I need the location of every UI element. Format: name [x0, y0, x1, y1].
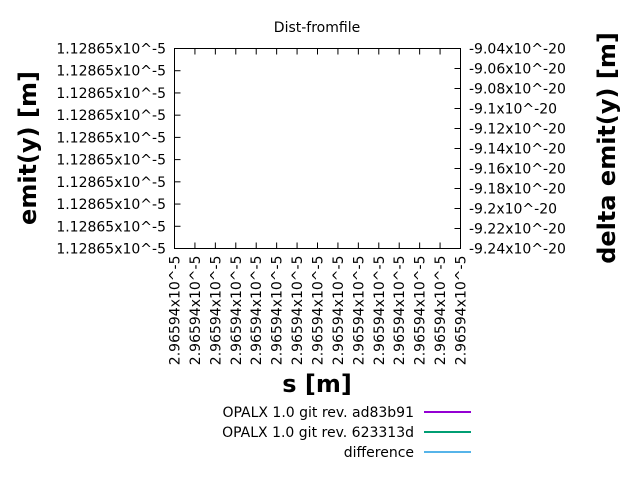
- legend-label: OPALX 1.0 git rev. ad83b91: [222, 405, 414, 421]
- y-tick-label: 1.12865x10^-5: [56, 153, 166, 169]
- legend-label: OPALX 1.0 git rev. 623313d: [222, 425, 414, 441]
- plot-area: [174, 48, 461, 249]
- y-tick-label: 1.12865x10^-5: [56, 197, 166, 213]
- x-tick-label: 2.96594x10^-5: [270, 256, 286, 366]
- x-tick-label: 2.96594x10^-5: [188, 256, 204, 366]
- x-tick-label: 2.96594x10^-5: [331, 256, 347, 366]
- y-axis-label: emit(y) [m]: [14, 71, 42, 225]
- x-tick-label: 2.96594x10^-5: [290, 256, 306, 366]
- y2-tick-label: -9.22x10^-20: [469, 222, 566, 238]
- y-tick-label: 1.12865x10^-5: [56, 86, 166, 102]
- x-tick-label: 2.96594x10^-5: [311, 256, 327, 366]
- x-tick-label: 2.96594x10^-5: [392, 256, 408, 366]
- chart-title: Dist-fromfile: [274, 20, 360, 36]
- x-tick-label: 2.96594x10^-5: [454, 256, 470, 366]
- x-tick-label: 2.96594x10^-5: [168, 256, 184, 366]
- y2-tick-label: -9.1x10^-20: [469, 102, 557, 118]
- y2-axis-label: delta emit(y) [m]: [593, 32, 621, 264]
- x-tick-label: 2.96594x10^-5: [351, 256, 367, 366]
- x-tick-label: 2.96594x10^-5: [249, 256, 265, 366]
- y-tick-label: 1.12865x10^-5: [56, 64, 166, 80]
- y-tick-label: 1.12865x10^-5: [56, 130, 166, 146]
- y2-tick-label: -9.04x10^-20: [469, 42, 566, 58]
- y2-tick-label: -9.2x10^-20: [469, 202, 557, 218]
- x-tick-label: 2.96594x10^-5: [229, 256, 245, 366]
- x-tick-label: 2.96594x10^-5: [208, 256, 224, 366]
- y-tick-label: 1.12865x10^-5: [56, 108, 166, 124]
- x-tick-label: 2.96594x10^-5: [433, 256, 449, 366]
- x-tick-label: 2.96594x10^-5: [413, 256, 429, 366]
- y2-tick-label: -9.08x10^-20: [469, 82, 566, 98]
- y2-tick-label: -9.18x10^-20: [469, 182, 566, 198]
- x-axis-label: s [m]: [282, 370, 352, 398]
- y-tick-label: 1.12865x10^-5: [56, 242, 166, 258]
- y2-tick-label: -9.24x10^-20: [469, 242, 566, 258]
- y-tick-label: 1.12865x10^-5: [56, 219, 166, 235]
- y-tick-label: 1.12865x10^-5: [56, 175, 166, 191]
- y2-tick-label: -9.16x10^-20: [469, 162, 566, 178]
- legend: OPALX 1.0 git rev. ad83b91 OPALX 1.0 git …: [222, 405, 471, 461]
- y2-tick-label: -9.14x10^-20: [469, 142, 566, 158]
- legend-label: difference: [344, 445, 414, 461]
- y-tick-label: 1.12865x10^-5: [56, 42, 166, 58]
- y2-tick-label: -9.12x10^-20: [469, 122, 566, 138]
- y2-tick-label: -9.06x10^-20: [469, 62, 566, 78]
- x-tick-label: 2.96594x10^-5: [372, 256, 388, 366]
